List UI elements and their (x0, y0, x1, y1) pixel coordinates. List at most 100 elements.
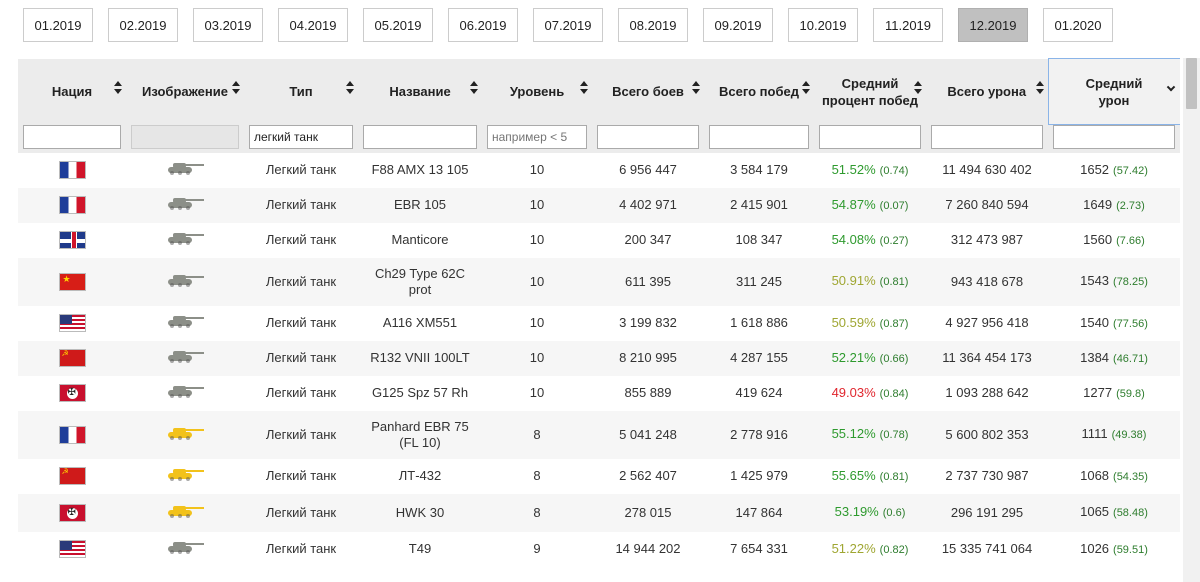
level-cell: 8 (482, 410, 592, 459)
month-button[interactable]: 01.2019 (23, 8, 93, 42)
table-row: Легкий танк A116 XM551 10 3 199 832 1 618 88… (18, 306, 1180, 341)
damage-cell: 4 927 956 418 (945, 315, 1029, 330)
image-cell (126, 459, 244, 494)
avg-damage-cell: 1560 (7.66) (1048, 223, 1180, 258)
month-button[interactable]: 01.2020 (1043, 8, 1113, 42)
filter-winrate-input[interactable] (819, 124, 921, 149)
filter-type-input[interactable] (249, 124, 353, 149)
germany-flag-icon (58, 503, 86, 522)
month-button[interactable]: 06.2019 (448, 8, 518, 42)
image-cell (126, 532, 244, 567)
filter-battles-input[interactable] (597, 124, 699, 149)
sort-icon[interactable] (469, 80, 478, 95)
filter-name-input[interactable] (363, 124, 477, 149)
yellow-tank-icon (164, 425, 206, 445)
scrollbar[interactable] (1183, 58, 1200, 582)
column-header-nation[interactable]: Нация (18, 58, 126, 125)
month-button[interactable]: 12.2019 (958, 8, 1028, 42)
type-cell: Легкий танк (265, 541, 337, 556)
sort-desc-icon[interactable] (1168, 87, 1176, 93)
filter-level-input[interactable] (487, 124, 587, 149)
column-header-avg-damage[interactable]: Средний урон (1047, 58, 1180, 125)
level-cell: 8 (533, 468, 541, 483)
type-cell: Легкий танк (265, 232, 337, 247)
sort-icon[interactable] (579, 80, 588, 95)
name-cell: ЛТ-432 (398, 468, 442, 483)
damage-cell: 1 093 288 642 (945, 385, 1029, 400)
filter-cell (244, 124, 358, 153)
type-cell: Легкий танк (265, 162, 337, 177)
filter-cell (358, 124, 482, 153)
header-label: Нация (51, 84, 93, 99)
column-header-level[interactable]: Уровень (482, 58, 592, 125)
sort-icon[interactable] (691, 80, 700, 95)
header-label-line1: Средний (1085, 75, 1143, 91)
vehicle-stats-table: Нация Изображение Тип Название Уровень В… (18, 58, 1180, 582)
avg-damage-value: 1277 (1083, 384, 1113, 400)
battles-cell: 4 402 971 (592, 187, 704, 223)
month-button[interactable]: 05.2019 (363, 8, 433, 42)
winrate-cell: 50.91% (0.81) (814, 257, 926, 306)
month-button[interactable]: 08.2019 (618, 8, 688, 42)
type-cell: Легкий танк (244, 187, 358, 223)
winrate-delta: (0.81) (879, 276, 909, 288)
column-header-image[interactable]: Изображение (126, 58, 244, 125)
sort-icon[interactable] (113, 80, 122, 95)
winrate-cell: 50.59% (0.87) (814, 306, 926, 341)
wins-cell: 419 624 (735, 385, 783, 400)
grey-tank-icon (164, 272, 206, 292)
wins-cell: 3 584 179 (730, 162, 788, 177)
yellow-tank-icon (164, 466, 206, 486)
winrate-delta: (0.78) (879, 429, 909, 441)
header-label: Всего побед (719, 84, 799, 99)
avg-damage-value: 1065 (1080, 504, 1110, 519)
month-button[interactable]: 03.2019 (193, 8, 263, 42)
battles-cell: 14 944 202 (615, 541, 681, 556)
level-cell: 10 (529, 315, 545, 330)
column-header-battles[interactable]: Всего боев (592, 58, 704, 125)
winrate-cell: 55.65% (0.81) (814, 459, 926, 494)
battles-cell: 855 889 (624, 385, 672, 400)
level-cell: 10 (529, 162, 545, 177)
nation-cell (18, 410, 126, 459)
month-button[interactable]: 02.2019 (108, 8, 178, 42)
avg-damage-delta: (57.42) (1113, 164, 1148, 177)
month-button[interactable]: 07.2019 (533, 8, 603, 42)
month-button[interactable]: 11.2019 (873, 8, 943, 42)
filter-damage-input[interactable] (931, 124, 1043, 149)
level-cell: 10 (482, 257, 592, 306)
month-button[interactable]: 04.2019 (278, 8, 348, 42)
damage-cell: 2 737 730 987 (945, 468, 1029, 483)
sort-icon[interactable] (231, 80, 240, 95)
winrate-delta: (0.87) (879, 317, 909, 330)
table-row: Легкий танк T49 9 14 944 202 7 654 331 51.22%… (18, 532, 1180, 567)
column-header-name[interactable]: Название (358, 58, 482, 125)
column-header-type[interactable]: Тип (244, 58, 358, 125)
sort-icon[interactable] (345, 80, 354, 95)
month-button[interactable]: 10.2019 (788, 8, 858, 42)
table-row: Легкий танк F88 AMX 13 105 10 6 956 447 3 58… (18, 153, 1180, 188)
filter-wins-input[interactable] (709, 124, 809, 149)
column-header-winrate[interactable]: Средний процент побед (814, 58, 926, 125)
wins-cell: 108 347 (735, 232, 783, 247)
winrate-value: 50.91% (831, 273, 876, 288)
level-cell: 10 (529, 385, 545, 400)
header-label-line2: урон (1098, 92, 1130, 108)
scrollbar-thumb[interactable] (1186, 58, 1197, 109)
damage-cell: 15 335 741 064 (941, 541, 1033, 556)
winrate-delta: (0.07) (879, 199, 909, 212)
nation-cell (18, 306, 126, 341)
nation-cell (18, 376, 126, 411)
filter-avg-damage-input[interactable] (1053, 125, 1175, 149)
sort-icon[interactable] (1035, 80, 1044, 95)
month-button[interactable]: 09.2019 (703, 8, 773, 42)
battles-cell: 3 199 832 (619, 315, 677, 330)
filter-nation-input[interactable] (23, 124, 121, 149)
wins-cell: 2 778 916 (704, 410, 814, 459)
winrate-cell: 54.08% (0.27) (814, 223, 926, 258)
column-header-damage[interactable]: Всего урона (926, 58, 1048, 125)
sort-icon[interactable] (801, 80, 810, 95)
column-header-wins[interactable]: Всего побед (704, 58, 814, 125)
sort-icon[interactable] (913, 80, 922, 95)
